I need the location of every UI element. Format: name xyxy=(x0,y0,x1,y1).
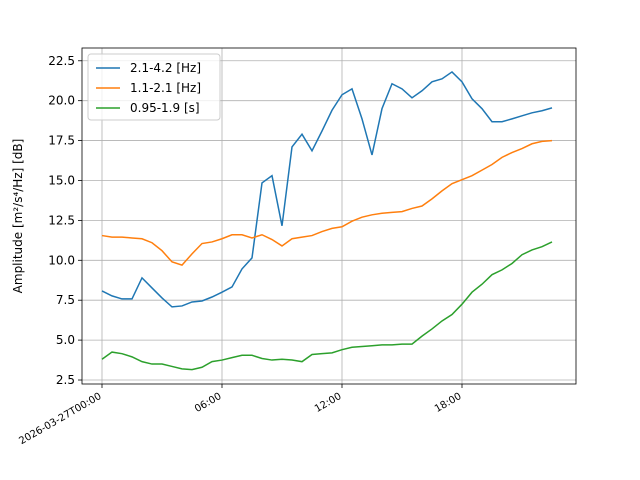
legend-label: 2.1-4.2 [Hz] xyxy=(130,61,201,75)
x-tick-label: 18:00 xyxy=(433,391,463,415)
x-tick-label: 12:00 xyxy=(313,391,343,415)
legend-box xyxy=(87,53,221,121)
y-tick-label: 17.5 xyxy=(48,134,75,148)
y-tick-label: 20.0 xyxy=(48,94,75,108)
y-tick-label: 22.5 xyxy=(48,54,75,68)
y-tick-label: 7.5 xyxy=(56,293,75,307)
y-tick-label: 15.0 xyxy=(48,173,75,187)
data-line xyxy=(101,241,553,371)
y-tick-label: 12.5 xyxy=(48,213,75,227)
y-tick-label: 10.0 xyxy=(48,253,75,267)
y-tick-label: 2.5 xyxy=(56,373,75,387)
x-tick-label: 06:00 xyxy=(193,391,223,415)
x-tick-label: 2026-03-27T00:00 xyxy=(17,391,103,447)
legend-label: 0.95-1.9 [s] xyxy=(130,101,200,115)
legend: 2.1-4.2 [Hz] 1.1-2.1 [Hz] 0.95-1.9 [s] xyxy=(87,53,221,121)
y-axis-label: Amplitude [m²/s⁴/Hz] [dB] xyxy=(11,139,25,294)
data-line xyxy=(101,70,553,308)
data-line xyxy=(101,139,553,266)
plot-frame xyxy=(81,47,577,385)
legend-label: 1.1-2.1 [Hz] xyxy=(130,81,201,95)
y-tick-label: 5.0 xyxy=(56,333,75,347)
